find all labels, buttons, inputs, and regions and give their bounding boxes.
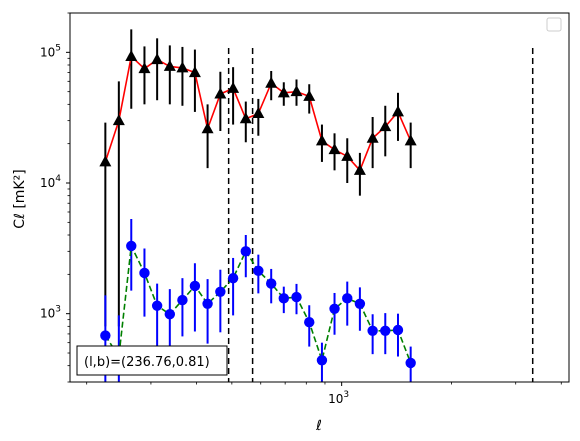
data-point-triangle [404,134,417,146]
series-2 [100,219,416,382]
data-point-triangle [353,163,366,175]
x-axis-label: ℓ [315,418,322,434]
data-point-triangle [277,86,290,98]
data-point-triangle [99,155,112,167]
data-point-circle [329,303,340,314]
data-point-circle [151,300,163,311]
series-layer [99,29,417,382]
data-point-triangle [303,89,316,101]
legend [546,17,562,32]
data-point-circle [240,246,251,257]
data-point-circle [139,267,150,279]
data-point-triangle [125,49,138,61]
data-point-circle [227,272,239,284]
data-point-circle [189,280,201,292]
data-point-triangle [214,87,227,99]
data-point-triangle [188,66,201,78]
data-point-circle [266,278,277,289]
annotation-box: (l,b)=(236.76,0.81) [76,345,228,376]
data-point-circle [304,317,315,328]
data-point-triangle [201,122,214,134]
data-point-circle [126,240,137,252]
data-point-triangle [366,131,379,143]
annotation-text: (l,b)=(236.76,0.81) [84,355,210,370]
data-point-triangle [138,62,151,74]
data-point-circle [253,265,264,276]
data-point-triangle [328,143,341,155]
data-point-circle [278,293,289,304]
data-point-circle [100,330,111,341]
data-point-circle [380,325,391,336]
data-point-triangle [151,53,164,65]
data-point-triangle [227,81,240,93]
data-point-triangle [315,134,328,146]
data-point-circle [354,298,366,310]
vertical-reference-lines [227,48,534,382]
data-point-triangle [239,112,252,124]
data-point-triangle [379,120,392,132]
series-1 [99,29,417,327]
data-point-circle [291,291,302,303]
data-point-circle [405,357,416,369]
data-point-circle [316,355,328,366]
data-point-circle [202,298,213,310]
plot-frame [69,12,570,383]
y-tick-label: 103 [40,305,61,321]
y-axis-label: Cℓ [mK²] [12,169,28,228]
y-tick-label: 104 [40,174,61,190]
data-point-triangle [252,107,265,119]
data-point-triangle [112,114,125,126]
data-point-circle [164,309,176,320]
data-point-circle [215,286,226,298]
data-point-triangle [290,85,303,97]
data-point-triangle [341,149,354,161]
data-point-circle [392,324,404,336]
data-point-circle [367,325,378,336]
data-point-circle [177,294,188,306]
data-point-triangle [265,76,278,88]
y-tick-label: 105 [40,43,61,59]
data-point-triangle [176,61,189,73]
data-point-circle [342,293,353,304]
data-point-triangle [391,105,404,117]
legend-box [546,17,562,32]
data-point-triangle [163,59,176,71]
x-tick-label: 103 [328,390,349,406]
